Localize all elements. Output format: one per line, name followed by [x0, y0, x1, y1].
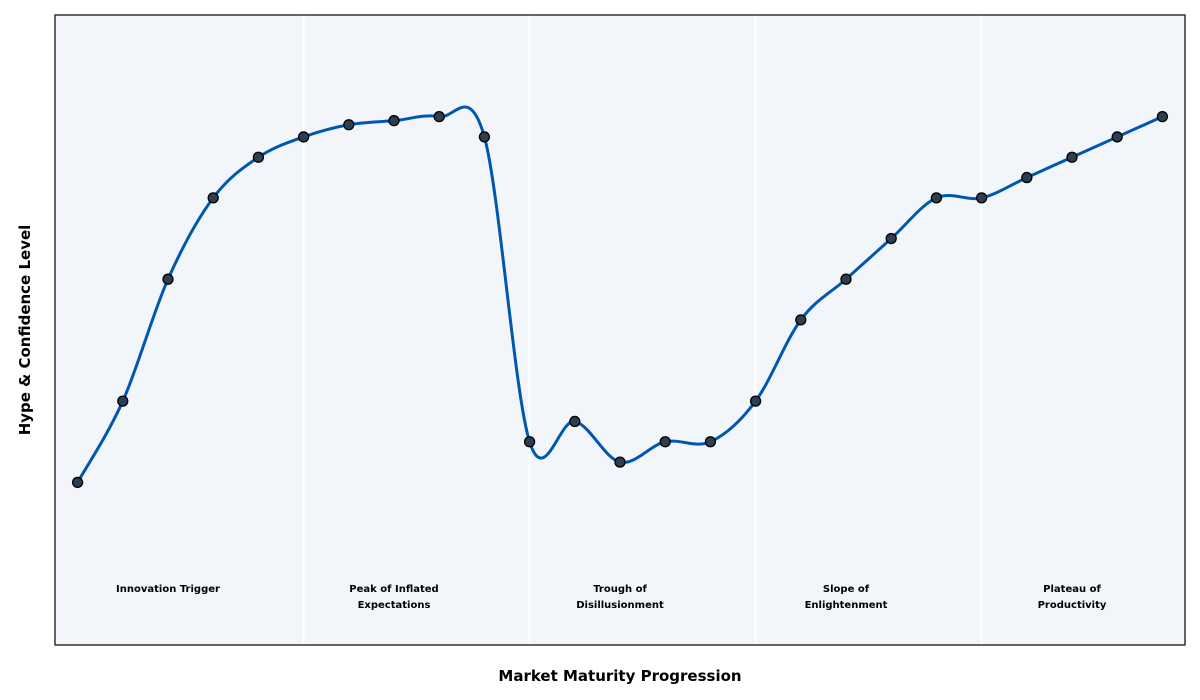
phase-label: Trough of Disillusionment	[576, 584, 664, 611]
data-point	[162, 273, 174, 285]
data-point	[840, 273, 852, 285]
data-point	[207, 192, 219, 204]
y-axis-label: Hype & Confidence Level	[16, 225, 34, 436]
data-point	[795, 314, 807, 326]
phase-label: Plateau of Productivity	[1037, 584, 1107, 611]
data-point	[614, 456, 626, 468]
data-point	[659, 436, 671, 448]
data-point	[433, 110, 445, 123]
data-point	[343, 119, 355, 131]
data-point	[1111, 131, 1123, 143]
plot-frame	[54, 14, 1186, 646]
data-point	[1066, 151, 1078, 163]
data-point	[297, 131, 310, 143]
data-point	[388, 115, 400, 127]
data-point	[975, 192, 988, 204]
data-point	[704, 436, 717, 448]
data-point	[523, 436, 536, 448]
data-point	[930, 192, 943, 204]
data-point	[749, 395, 762, 407]
data-point	[885, 232, 897, 245]
data-point	[478, 131, 491, 143]
data-point	[1156, 110, 1169, 123]
data-point	[117, 395, 129, 407]
phase-label: Slope of Enlightenment	[804, 584, 888, 611]
plot-background	[55, 15, 1185, 645]
phase-label: Peak of Inflated Expectations	[349, 584, 439, 611]
data-point	[569, 415, 581, 428]
data-point	[71, 476, 84, 489]
data-point	[1021, 171, 1033, 184]
x-axis-label: Market Maturity Progression	[498, 667, 741, 685]
data-point	[252, 151, 265, 163]
phase-label: Innovation Trigger	[116, 584, 220, 595]
